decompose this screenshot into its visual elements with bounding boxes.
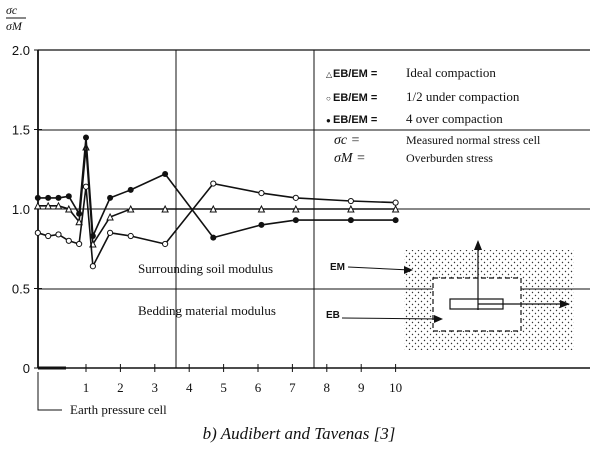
em-pointer-head: [404, 266, 413, 274]
x-tick-label-10: 10: [389, 380, 402, 395]
series-3-point-8: [107, 194, 114, 201]
series-2-point-8: [106, 229, 114, 236]
series-1: [34, 142, 400, 248]
series-3-point-1: [34, 194, 41, 201]
series-1-point-3: [54, 201, 63, 210]
legend-row-2-symbol: ○: [326, 94, 331, 103]
series-3-point-14: [347, 217, 354, 224]
y-axis-label-numerator: σc: [6, 3, 18, 17]
series-2-point-10: [162, 240, 169, 248]
series-2-point-13: [292, 194, 299, 201]
series-2-point-7: [89, 263, 96, 270]
series-3-point-10: [162, 171, 169, 178]
bedding-material-label: Bedding material modulus: [138, 303, 276, 318]
series-1-point-10: [161, 204, 169, 213]
x-tick-label-7: 7: [289, 380, 296, 395]
legend: △ EB/EM = Ideal compaction ○ EB/EM = 1/2…: [326, 65, 541, 166]
x-tick-label-1: 1: [83, 380, 90, 395]
series-2-point-6: [82, 183, 90, 190]
y-tick-label-0: 0: [23, 361, 30, 376]
legend-row-3-lhs: EB/EM =: [333, 114, 377, 126]
axis-ticks: 1 2 3 4 5 6 7 8 9 10 0 0.5 1.0 1.5 2.0: [12, 43, 402, 395]
em-label: EM: [330, 262, 345, 273]
x-tick-label-5: 5: [220, 380, 227, 395]
series-2-point-12: [258, 190, 265, 197]
y-tick-label-2.0: 2.0: [12, 43, 30, 58]
series-2: [34, 180, 399, 270]
series-3-point-9: [127, 186, 134, 193]
legend-row-5-lhs: σM =: [334, 151, 366, 166]
series-1-point-4: [64, 204, 73, 213]
series-3-point-13: [292, 217, 299, 224]
legend-row-4-lhs: σc =: [334, 133, 360, 148]
series-3-point-5: [76, 210, 83, 217]
series-3-point-2: [45, 194, 52, 201]
legend-row-2-rhs: 1/2 under compaction: [406, 89, 520, 104]
series-1-point-11: [209, 204, 218, 213]
legend-row-3-rhs: 4 over compaction: [406, 111, 503, 126]
series-3-point-4: [65, 193, 72, 200]
series-1-point-14: [347, 204, 355, 213]
series-3-point-11: [210, 234, 217, 241]
em-pointer-shaft: [347, 266, 411, 271]
legend-row-1-lhs: EB/EM =: [333, 68, 377, 80]
series-2-point-14: [347, 197, 354, 205]
series-1-point-13: [292, 204, 300, 213]
series-3-point-15: [392, 217, 399, 224]
x-tick-label-2: 2: [117, 380, 124, 395]
figure-caption: b) Audibert and Tavenas [3]: [202, 424, 396, 443]
horizontal-arrow-head: [560, 300, 570, 308]
y-tick-label-1.5: 1.5: [12, 123, 30, 138]
series-1-point-8: [106, 212, 114, 221]
y-axis-label-denominator: σM: [6, 19, 23, 33]
legend-row-1-rhs: Ideal compaction: [406, 65, 496, 80]
series-2-point-4: [65, 237, 72, 244]
series-2-point-1: [34, 229, 41, 236]
x-tick-label-3: 3: [152, 380, 159, 395]
series-2-point-9: [127, 232, 134, 240]
legend-row-2-lhs: EB/EM =: [333, 92, 377, 104]
y-tick-label-1.0: 1.0: [12, 202, 30, 217]
eb-pointer-head: [434, 315, 443, 323]
series-1-point-5: [75, 217, 83, 226]
cell-schematic: [341, 240, 574, 350]
series-2-point-3: [55, 231, 62, 238]
series-1-point-15: [391, 204, 400, 213]
series-1-point-9: [126, 204, 135, 213]
eb-pointer-shaft: [341, 317, 441, 320]
x-tick-label-9: 9: [358, 380, 365, 395]
series-3-point-7: [89, 233, 96, 240]
vertical-arrow-head: [474, 240, 482, 250]
series-1-point-12: [257, 204, 266, 213]
eb-label: EB: [326, 310, 340, 321]
series-2-point-2: [45, 232, 52, 240]
series-3: [34, 134, 399, 241]
series-2-point-11: [210, 180, 217, 187]
earth-pressure-cell-label: Earth pressure cell: [70, 402, 167, 417]
legend-row-1-symbol: △: [326, 70, 333, 79]
legend-row-4-rhs: Measured normal stress cell: [406, 133, 541, 147]
earth-pressure-cell-bracket: [37, 372, 62, 411]
x-tick-label-4: 4: [186, 380, 193, 395]
series-1-point-2: [44, 201, 52, 210]
x-tick-label-6: 6: [255, 380, 262, 395]
series-3-point-3: [55, 194, 62, 201]
series-3-point-6: [83, 134, 89, 141]
series-3-point-12: [258, 221, 265, 228]
legend-row-3-symbol: ●: [326, 116, 331, 125]
legend-row-5-rhs: Overburden stress: [406, 151, 493, 165]
surrounding-soil-label: Surrounding soil modulus: [138, 261, 273, 276]
y-tick-label-0.5: 0.5: [12, 282, 30, 297]
series: [34, 134, 400, 270]
series-2-point-15: [392, 199, 399, 206]
series-1-point-1: [34, 201, 42, 210]
series-2-point-5: [76, 240, 83, 248]
x-tick-label-8: 8: [324, 380, 331, 395]
